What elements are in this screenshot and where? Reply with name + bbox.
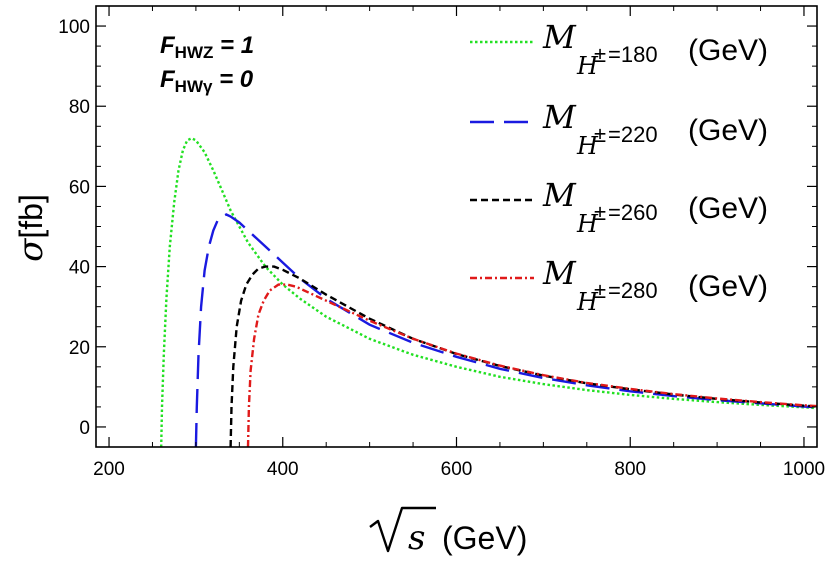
legend-entry-3: MH± =280 (GeV) [470, 254, 768, 316]
y-axis-label: σ[fb] [11, 194, 51, 262]
x-tick-label: 400 [267, 459, 299, 480]
x-tick-label: 200 [93, 459, 125, 480]
x-axis-label: s (GeV) [369, 506, 527, 558]
y-tick-label: 20 [69, 338, 90, 359]
legend-value: =220 [608, 122, 658, 147]
legend-subscript: H [576, 52, 599, 80]
series-line-2 [229, 265, 817, 447]
series-line-0 [160, 136, 817, 447]
annotation-fhwz-value: = 1 [213, 32, 254, 59]
series-line-1 [194, 213, 817, 447]
legend-unit: (GeV) [688, 192, 768, 225]
plot-lines [160, 136, 817, 447]
legend-unit: (GeV) [688, 270, 768, 303]
annotation-fhwz-sub: HWZ [175, 43, 214, 62]
legend-superscript: ± [594, 200, 606, 225]
legend-value: =280 [608, 278, 658, 303]
x-tick-label: 1000 [783, 459, 825, 480]
x-axis-unit: (GeV) [442, 520, 527, 556]
annotation-fhwgamma-sub: HWγ [175, 77, 213, 96]
legend-symbol: M [542, 98, 577, 136]
legend-superscript: ± [594, 122, 606, 147]
legend-unit: (GeV) [688, 114, 768, 147]
x-tick-label: 800 [614, 459, 646, 480]
annotation-fhwz: FHWZ = 1 [160, 32, 254, 62]
x-tick-label: 600 [441, 459, 473, 480]
sqrt-sign-icon [369, 506, 436, 553]
legend-unit: (GeV) [688, 34, 768, 67]
legend-subscript: H [576, 210, 599, 238]
y-tick-label: 100 [58, 17, 90, 38]
x-axis-symbol: s [408, 518, 425, 558]
legend: MH± =180 (GeV)MH± =220 (GeV)MH± =260 (GeV)MH± =… [470, 18, 768, 316]
axis-ticks: 200 400 600 800 1000 0 20 40 60 80 100 [58, 6, 825, 480]
legend-value: =180 [608, 42, 658, 67]
plot-frame [95, 5, 818, 448]
legend-entry-0: MH± =180 (GeV) [470, 18, 768, 80]
series-line-3 [246, 283, 817, 447]
annotation-fhwz-main: F [160, 32, 176, 59]
legend-subscript: H [576, 288, 599, 316]
annotation-fhwgamma-value: = 0 [212, 66, 253, 93]
annotation-fhwgamma: FHWγ = 0 [160, 66, 254, 96]
legend-symbol: M [542, 254, 577, 292]
legend-subscript: H [576, 132, 599, 160]
annotation-fhwgamma-main: F [160, 66, 176, 93]
legend-superscript: ± [594, 42, 606, 67]
y-tick-label: 40 [69, 258, 90, 279]
legend-superscript: ± [594, 278, 606, 303]
legend-entry-1: MH± =220 (GeV) [470, 98, 768, 160]
legend-entry-2: MH± =260 (GeV) [470, 176, 768, 238]
legend-symbol: M [542, 176, 577, 214]
legend-symbol: M [542, 18, 577, 56]
legend-value: =260 [608, 200, 658, 225]
y-tick-label: 60 [69, 177, 90, 198]
y-tick-label: 80 [69, 97, 90, 118]
y-axis-symbol: σ [11, 238, 51, 262]
y-axis-unit: [fb] [13, 194, 49, 238]
y-tick-label: 0 [79, 418, 90, 439]
